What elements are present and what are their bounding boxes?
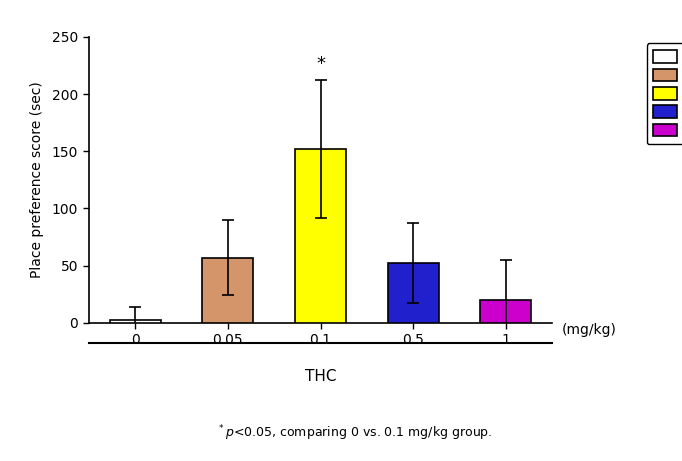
Bar — [480, 300, 531, 323]
Y-axis label: Place preference score (sec): Place preference score (sec) — [29, 82, 44, 278]
Text: (mg/kg): (mg/kg) — [562, 323, 617, 337]
Bar — [203, 258, 253, 323]
Text: *: * — [316, 55, 325, 73]
Bar — [295, 149, 346, 323]
Legend: n=9, n=9, n=9, n=9, n=9: n=9, n=9, n=9, n=9, n=9 — [647, 43, 682, 144]
Text: THC: THC — [305, 369, 336, 384]
Text: $^*p$<0.05, comparing 0 vs. 0.1 mg/kg group.: $^*p$<0.05, comparing 0 vs. 0.1 mg/kg gr… — [217, 423, 492, 443]
Bar — [110, 320, 161, 323]
Bar — [388, 263, 439, 323]
